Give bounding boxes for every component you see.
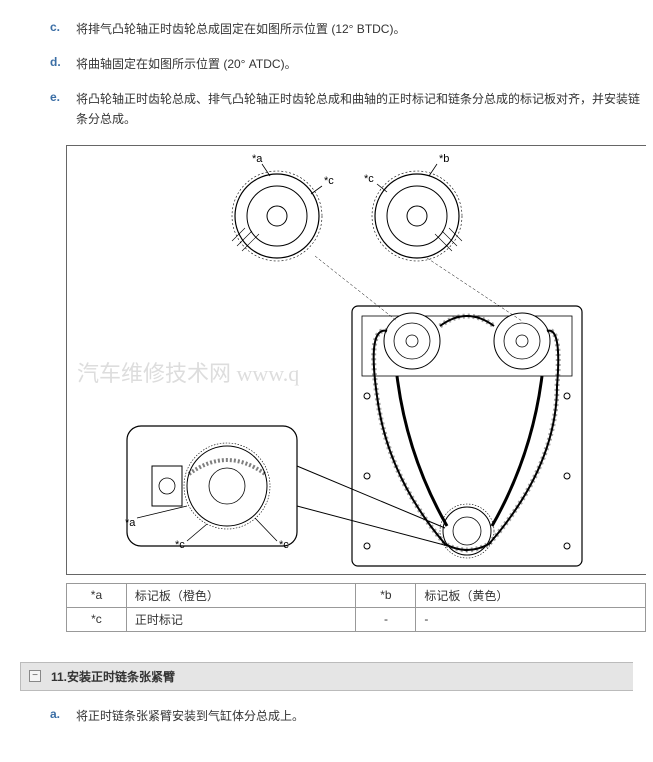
crank-detail: *a *c *c — [125, 426, 297, 551]
step-11a-marker: a. — [50, 707, 76, 726]
watermark: 汽车维修技术网 www.q — [77, 356, 299, 388]
label-b-1: *b — [439, 153, 449, 165]
step-d-text: 将曲轴固定在如图所示位置 (20° ATDC)。 — [76, 55, 643, 74]
step-d: d. 将曲轴固定在如图所示位置 (20° ATDC)。 — [10, 55, 643, 74]
section-11-header[interactable]: − 11.安装正时链条张紧臂 — [20, 662, 633, 691]
legend-v-c: 正时标记 — [126, 607, 356, 631]
label-c-3: *c — [175, 539, 185, 551]
legend-v-dash: - — [416, 607, 646, 631]
step-c-marker: c. — [50, 20, 76, 39]
label-c-1: *c — [324, 175, 334, 187]
legend-k-b: *b — [356, 583, 416, 607]
legend-table: *a 标记板（橙色） *b 标记板（黄色） *c 正时标记 - - — [66, 583, 646, 632]
step-e-marker: e. — [50, 90, 76, 128]
step-e: e. 将凸轮轴正时齿轮总成、排气凸轮轴正时齿轮总成和曲轴的正时标记和链条分总成的… — [10, 90, 643, 128]
timing-chain-figure: 汽车维修技术网 www.q *a *c *b — [66, 145, 646, 575]
section-11-title: 11.安装正时链条张紧臂 — [51, 668, 175, 685]
step-11a: a. 将正时链条张紧臂安装到气缸体分总成上。 — [10, 707, 643, 726]
collapse-toggle-icon[interactable]: − — [29, 670, 41, 682]
engine-block — [352, 306, 582, 566]
step-c-text: 将排气凸轮轴正时齿轮总成固定在如图所示位置 (12° BTDC)。 — [76, 20, 643, 39]
label-a-1: *a — [252, 153, 263, 165]
cam-detail-right: *b *c — [364, 153, 462, 261]
legend-v-a: 标记板（橙色） — [126, 583, 356, 607]
label-c-4: *c — [279, 539, 289, 551]
legend-k-dash: - — [356, 607, 416, 631]
legend-k-c: *c — [67, 607, 127, 631]
step-11a-text: 将正时链条张紧臂安装到气缸体分总成上。 — [76, 707, 643, 726]
legend-k-a: *a — [67, 583, 127, 607]
step-e-text: 将凸轮轴正时齿轮总成、排气凸轮轴正时齿轮总成和曲轴的正时标记和链条分总成的标记板… — [76, 90, 643, 128]
cam-detail-left: *a *c — [217, 153, 337, 266]
label-a-2: *a — [125, 517, 136, 529]
legend-row-1: *a 标记板（橙色） *b 标记板（黄色） — [67, 583, 646, 607]
legend-row-2: *c 正时标记 - - — [67, 607, 646, 631]
legend-v-b: 标记板（黄色） — [416, 583, 646, 607]
label-c-2: *c — [364, 173, 374, 185]
step-d-marker: d. — [50, 55, 76, 74]
step-c: c. 将排气凸轮轴正时齿轮总成固定在如图所示位置 (12° BTDC)。 — [10, 20, 643, 39]
